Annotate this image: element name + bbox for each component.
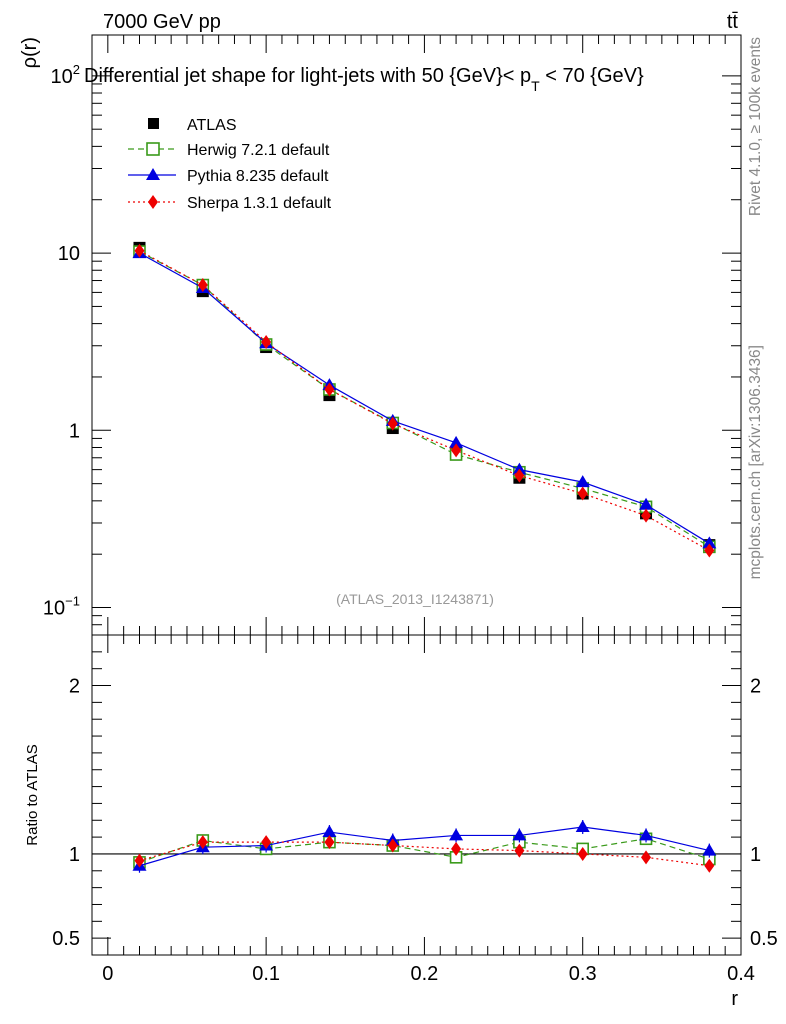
- ratio-y-tick-label: 2: [69, 676, 80, 698]
- main-y-tick-label: 102: [51, 62, 80, 88]
- legend-marker-herwig: [146, 142, 160, 156]
- x-tick-label: 0.2: [411, 963, 439, 985]
- main-point-sherpa: [197, 278, 208, 293]
- ratio-point-pythia: [322, 825, 337, 838]
- legend-item-sherpa: Sherpa 1.3.1 default: [128, 195, 332, 212]
- legend-marker-pythia: [146, 168, 160, 180]
- ratio-point-sherpa: [261, 835, 272, 850]
- analysis-watermark: (ATLAS_2013_I1243871): [336, 591, 494, 607]
- main-point-pythia: [639, 497, 654, 510]
- main-point-sherpa: [641, 508, 652, 523]
- main-point-sherpa: [451, 443, 462, 458]
- title-tail-part: < 70 {GeV}: [540, 65, 644, 87]
- legend-item-atlas: ATLAS: [148, 117, 237, 134]
- ratio-y-tick-label-right: 0.5: [750, 928, 778, 950]
- main-point-pythia: [449, 435, 464, 448]
- legend-marker-atlas: [148, 118, 159, 129]
- mcplots-label: mcplots.cern.ch [arXiv:1306.3436]: [747, 345, 764, 579]
- ratio-point-pythia: [575, 820, 590, 832]
- ratio-point-pythia: [639, 828, 654, 841]
- legend-marker-sherpa: [148, 195, 158, 209]
- ratio-point-sherpa: [451, 841, 462, 856]
- x-axis-label: r: [731, 988, 738, 1010]
- ratio-y-tick-label-right: 1: [750, 844, 761, 866]
- ratio-y-tick-label: 1: [69, 844, 80, 866]
- ratio-point-sherpa: [387, 838, 398, 853]
- legend-label-atlas: ATLAS: [187, 117, 237, 134]
- tick-base: 10: [43, 598, 65, 620]
- rivet-version-label: Rivet 4.1.0, ≥ 100k events: [747, 37, 764, 216]
- ratio-y-axis-label: Ratio to ATLAS: [24, 744, 41, 845]
- ratio-y-tick-label-right: 2: [750, 676, 761, 698]
- ratio-point-sherpa: [197, 835, 208, 850]
- ratio-point-pythia: [512, 828, 527, 841]
- main-point-pythia: [702, 536, 717, 549]
- ratio-point-sherpa: [704, 858, 715, 873]
- ratio-series-layer: [132, 820, 717, 873]
- main-series-layer: [132, 241, 717, 558]
- main-y-tick-label: 1: [69, 420, 80, 442]
- ratio-panel-frame: [91, 634, 742, 956]
- main-line-sherpa: [139, 250, 710, 551]
- ratio-y-tick-label: 0.5: [52, 928, 80, 950]
- main-line-herwig: [139, 251, 710, 548]
- main-point-pythia: [575, 475, 590, 488]
- x-tick-label: 0.4: [727, 963, 755, 985]
- x-tick-label: 0.3: [569, 963, 597, 985]
- ratio-point-sherpa: [514, 843, 525, 858]
- ratio-point-sherpa: [641, 850, 652, 865]
- ratio-point-sherpa: [577, 846, 588, 861]
- x-tick-label: 0.1: [252, 963, 280, 985]
- main-line-pythia: [139, 252, 710, 544]
- main-point-sherpa: [261, 334, 272, 349]
- main-y-tick-label: 10: [58, 243, 80, 265]
- main-y-axis-label: ρ(r): [19, 37, 41, 68]
- header-left: 7000 GeV pp: [103, 11, 221, 33]
- title-subscript: T: [531, 78, 540, 94]
- main-point-sherpa: [514, 468, 525, 483]
- main-point-sherpa: [577, 486, 588, 501]
- legend-label-herwig: Herwig 7.2.1 default: [187, 142, 330, 159]
- main-title: Differential jet shape for light-jets wi…: [84, 65, 644, 94]
- ratio-line-herwig: [139, 838, 710, 863]
- x-tick-label: 0: [102, 963, 113, 985]
- ratio-point-sherpa: [134, 853, 145, 868]
- main-point-sherpa: [387, 416, 398, 431]
- main-y-tick-label: 10−1: [43, 594, 80, 620]
- main-point-pythia: [512, 462, 527, 475]
- tick-exponent: 2: [73, 62, 80, 77]
- ratio-point-pythia: [702, 843, 717, 856]
- ratio-point-sherpa: [324, 835, 335, 850]
- legend-item-pythia: Pythia 8.235 default: [128, 168, 329, 185]
- main-point-sherpa: [134, 243, 145, 258]
- header-right: tt̄: [727, 11, 739, 33]
- main-point-sherpa: [704, 543, 715, 558]
- ratio-line-pythia: [139, 826, 710, 867]
- ratio-point-pythia: [449, 828, 464, 841]
- tick-base: 10: [51, 66, 73, 88]
- main-point-sherpa: [324, 382, 335, 397]
- title-main-part: Differential jet shape for light-jets wi…: [84, 65, 531, 87]
- legend: ATLAS Herwig 7.2.1 default Pythia 8.235 …: [128, 117, 332, 212]
- tick-exponent: −1: [65, 594, 80, 609]
- ratio-axes: 0 0.1 0.2 0.3 0.4 2 2 1 1 0.5 0.5: [52, 634, 778, 985]
- legend-label-pythia: Pythia 8.235 default: [187, 168, 329, 185]
- legend-label-sherpa: Sherpa 1.3.1 default: [187, 195, 332, 212]
- legend-item-herwig: Herwig 7.2.1 default: [128, 142, 330, 159]
